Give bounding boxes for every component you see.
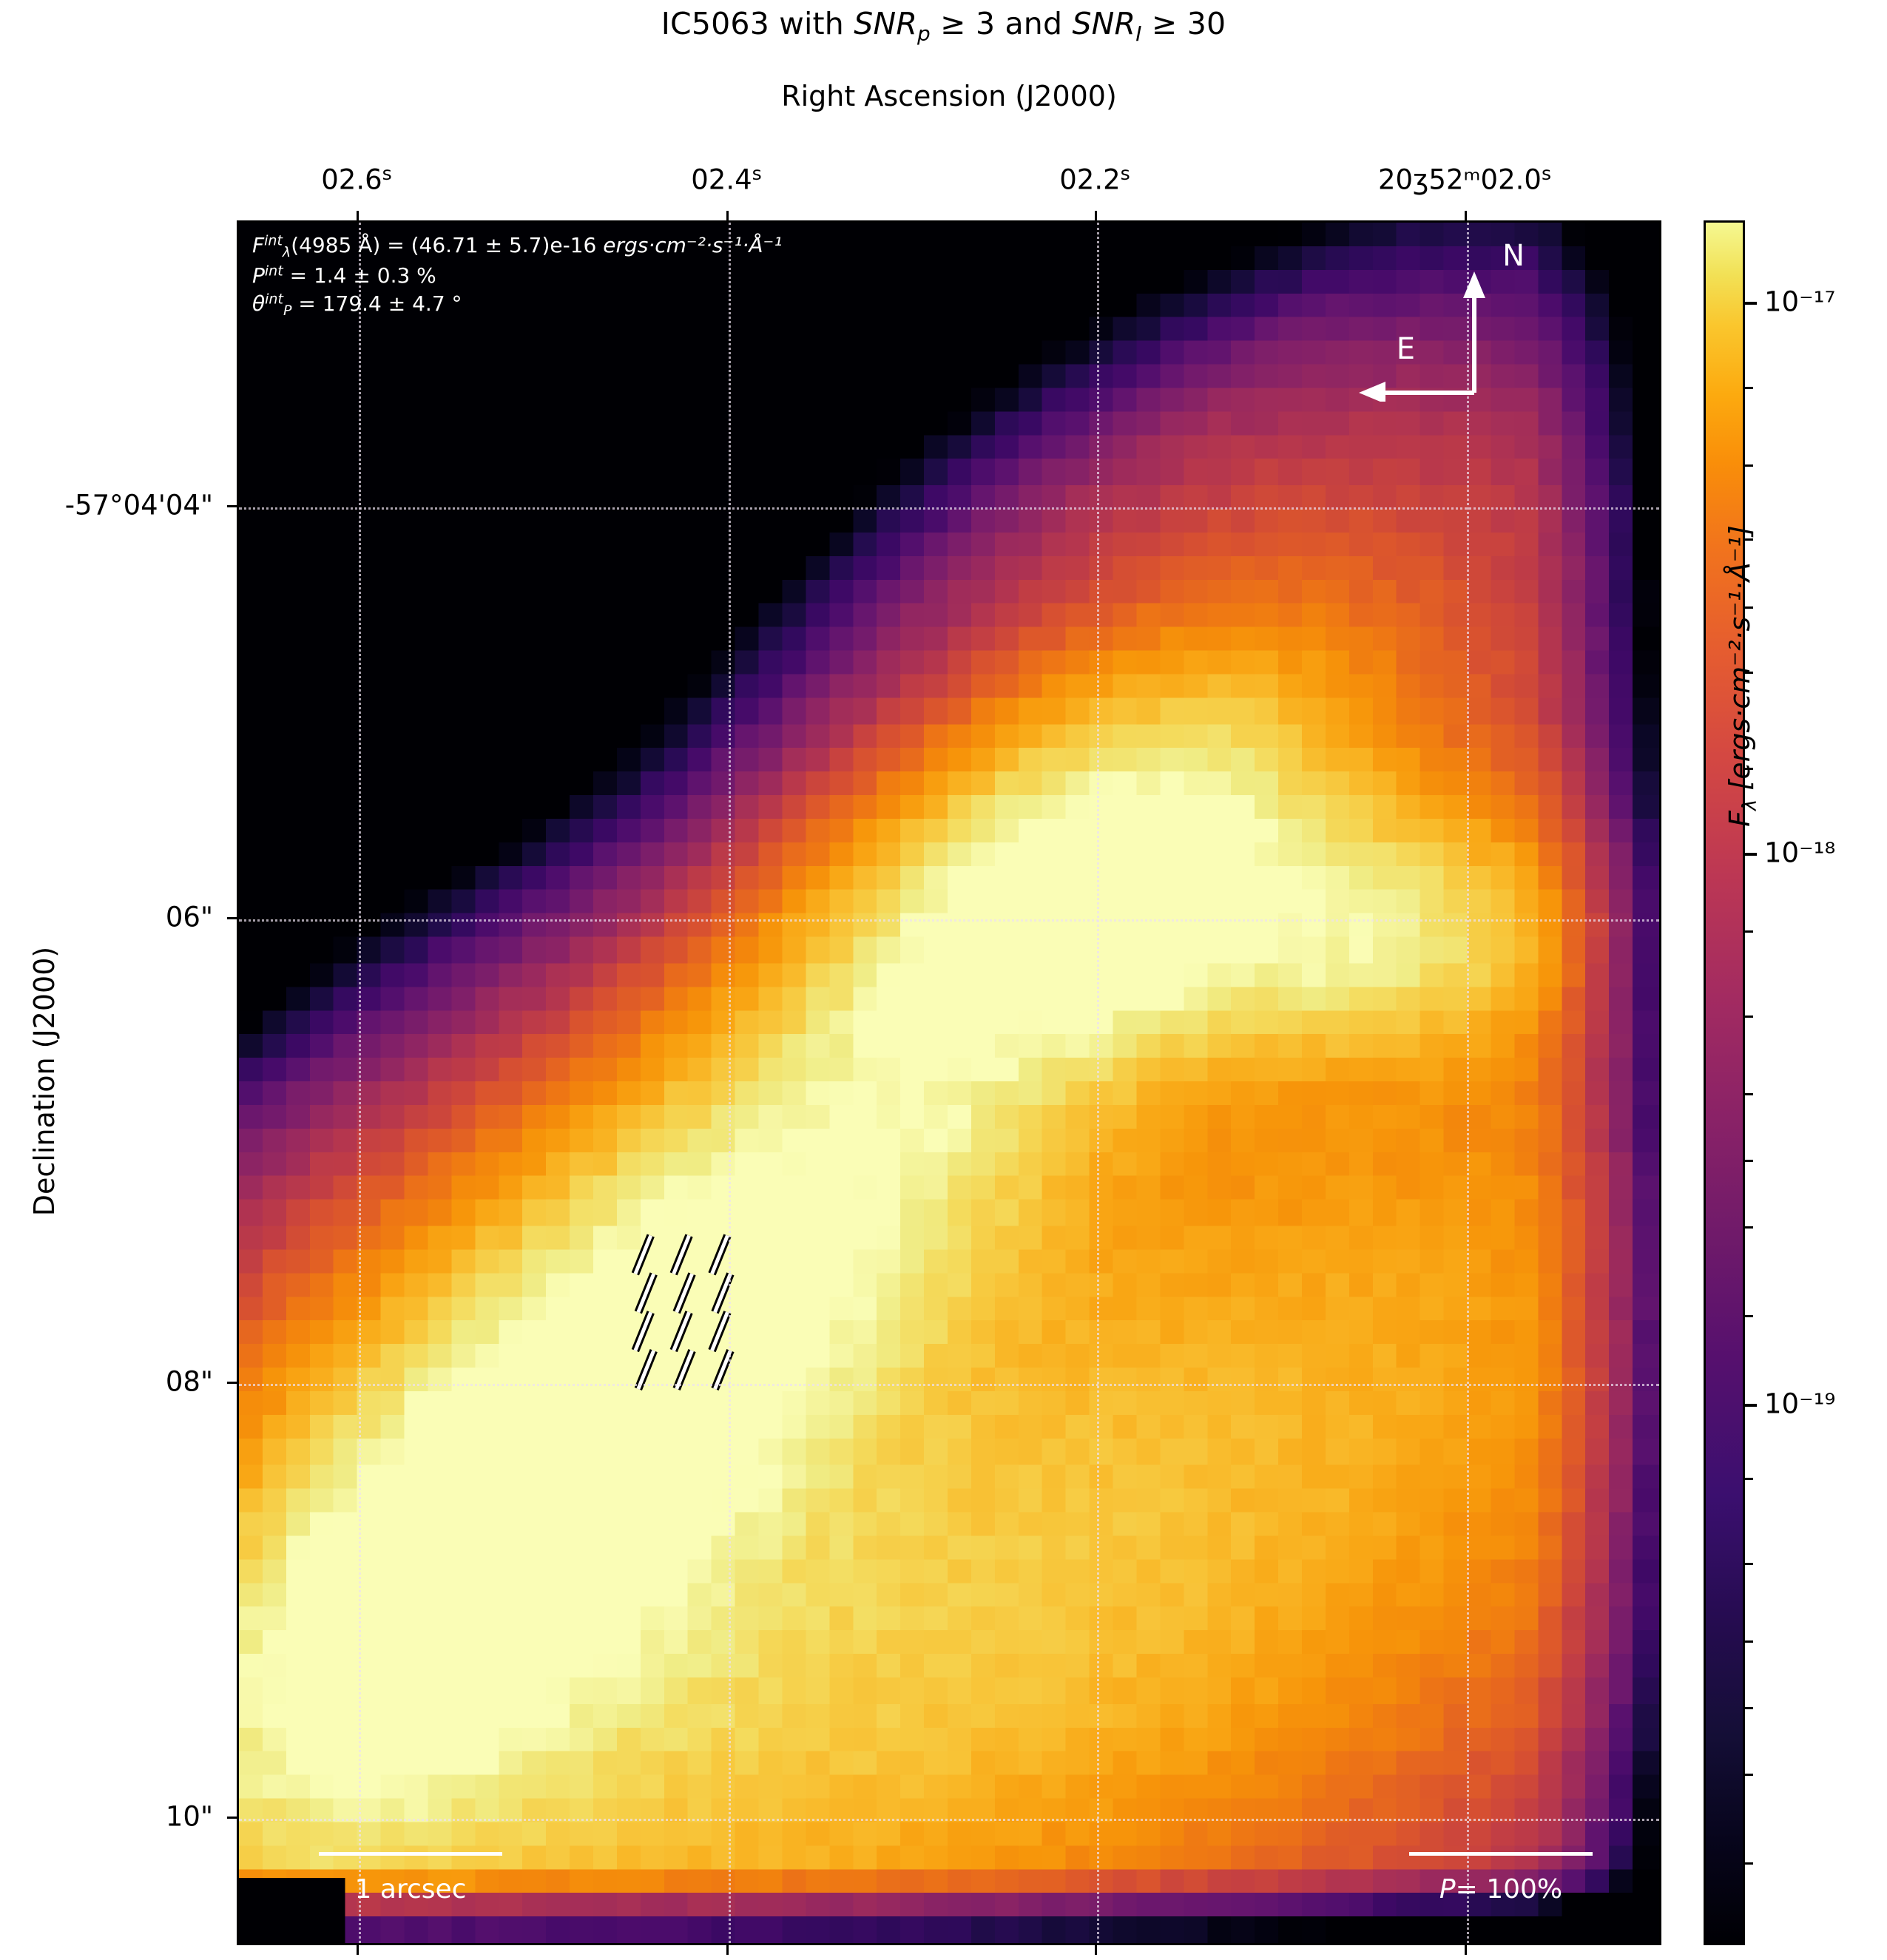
colorbar-tick (1745, 302, 1757, 305)
colorbar-minor-tick (1745, 1315, 1753, 1317)
title-prefix: IC5063 with (661, 6, 854, 41)
gridline-vertical (729, 223, 731, 1943)
title-ge-1: ≥ 3 and (930, 6, 1073, 41)
colorbar-minor-tick (1745, 1478, 1753, 1480)
y-tick-label: 10" (165, 1800, 213, 1833)
colorbar-minor-tick (1745, 538, 1753, 541)
polarization-vector (634, 1349, 658, 1390)
gridline-horizontal (239, 1384, 1659, 1386)
polarization-vector (631, 1311, 655, 1353)
x-axis-tick (357, 1945, 359, 1955)
polarization-vector (708, 1311, 732, 1353)
y-tick-label: -57°04'04" (64, 489, 213, 521)
polarization-vector (669, 1311, 693, 1353)
title-snr-p: SNR (854, 6, 918, 41)
colorbar-tick (1745, 853, 1757, 856)
gridline-horizontal (239, 507, 1659, 510)
colorbar-minor-tick (1745, 1016, 1753, 1018)
colorbar-minor-tick (1745, 930, 1753, 933)
angular-scale-label: 1 arcsec (354, 1874, 467, 1905)
x-axis-tick (726, 211, 729, 220)
polarization-vector (669, 1234, 693, 1276)
polarization-vector (708, 1234, 732, 1276)
x-axis-tick (1465, 211, 1467, 220)
compass-north-label: N (1502, 239, 1525, 273)
polarization-vector (672, 1349, 696, 1390)
x-tick-label: 20ʒ52ᵐ02.0s (1377, 163, 1552, 196)
gridline-vertical (1097, 223, 1099, 1943)
gridline-vertical (1467, 223, 1469, 1943)
y-axis-tick (227, 1817, 237, 1819)
colorbar-minor-tick (1745, 1226, 1753, 1229)
x-tick-label: 02.2s (1059, 163, 1130, 196)
colorbar-minor-tick (1745, 1862, 1753, 1865)
y-axis-tick (227, 505, 237, 507)
x-tick-label: 02.4s (691, 163, 762, 196)
x-axis-tick (726, 1945, 729, 1955)
stats-line-angle: θintP = 179.4 ± 4.7 ° (252, 291, 462, 319)
stats-line-flux: Fintλ(4985 Å) = (46.71 ± 5.7)e-16 ergs·c… (252, 232, 783, 261)
colorbar-minor-tick (1745, 768, 1753, 770)
compass-rose-icon (1359, 271, 1485, 402)
x-axis-tick (1465, 1945, 1467, 1955)
x-tick-label: 02.6s (321, 163, 392, 196)
colorbar-minor-tick (1745, 1640, 1753, 1643)
colorbar-tick (1745, 1404, 1757, 1407)
y-axis-tick (227, 917, 237, 919)
colorbar-minor-tick (1745, 1774, 1753, 1776)
colorbar-tick-label: 10⁻¹⁹ (1764, 1388, 1836, 1420)
colorbar-tick-label: 10⁻¹⁸ (1764, 837, 1836, 869)
page-title: IC5063 with SNRp ≥ 3 and SNRI ≥ 30 (0, 6, 1887, 46)
colorbar: 10⁻¹⁷ 10⁻¹⁸ 10⁻¹⁹ (1704, 220, 1835, 1945)
polarization-scale-bar (1409, 1852, 1593, 1856)
colorbar-minor-tick (1745, 387, 1753, 389)
gridline-vertical (359, 223, 361, 1943)
stats-line-polarization: Pint = 1.4 ± 0.3 % (252, 263, 436, 288)
colorbar-tick-label: 10⁻¹⁷ (1764, 285, 1836, 318)
y-axis-tick (227, 1382, 237, 1384)
colorbar-minor-tick (1745, 464, 1753, 467)
x-axis-tick (357, 211, 359, 220)
colorbar-minor-tick (1745, 1563, 1753, 1565)
title-snr-i-sub: I (1135, 21, 1142, 46)
colorbar-minor-tick (1745, 1093, 1753, 1095)
x-axis-tick (1095, 1945, 1097, 1955)
colorbar-minor-tick (1745, 672, 1753, 674)
polarization-vector-overlay (631, 1234, 735, 1390)
colorbar-minor-tick (1745, 606, 1753, 609)
angular-scale-bar (319, 1852, 502, 1856)
x-axis-tick (1095, 211, 1097, 220)
title-snr-i: SNR (1072, 6, 1136, 41)
colorbar-minor-tick (1745, 1707, 1753, 1709)
polarization-vector (711, 1272, 735, 1314)
title-ge-2: ≥ 30 (1141, 6, 1226, 41)
integrated-stats-annotation: Fintλ(4985 Å) = (46.71 ± 5.7)e-16 ergs·c… (252, 232, 783, 320)
title-snr-p-sub: p (917, 21, 931, 46)
gridline-horizontal (239, 919, 1659, 922)
y-tick-label: 08" (165, 1365, 213, 1398)
y-tick-label: 06" (165, 901, 213, 933)
polarization-vector (631, 1234, 655, 1276)
y-axis-label: Declination (J2000) (28, 946, 61, 1217)
polarization-scale-label: P= 100% (1439, 1874, 1563, 1905)
polarization-vector (672, 1272, 696, 1314)
compass-east-label: E (1396, 332, 1415, 366)
polarization-vector (634, 1272, 658, 1314)
polarization-vector (711, 1349, 735, 1390)
x-axis-label: Right Ascension (J2000) (781, 80, 1117, 112)
sky-map-plot: Fintλ(4985 Å) = (46.71 ± 5.7)e-16 ergs·c… (237, 220, 1661, 1945)
gridline-horizontal (239, 1819, 1659, 1821)
colorbar-minor-tick (1745, 1160, 1753, 1162)
colorbar-label: Fλ [ergs·cm⁻²·s⁻¹·Å⁻¹] (1724, 525, 1761, 827)
colorbar-gradient (1704, 220, 1745, 1945)
